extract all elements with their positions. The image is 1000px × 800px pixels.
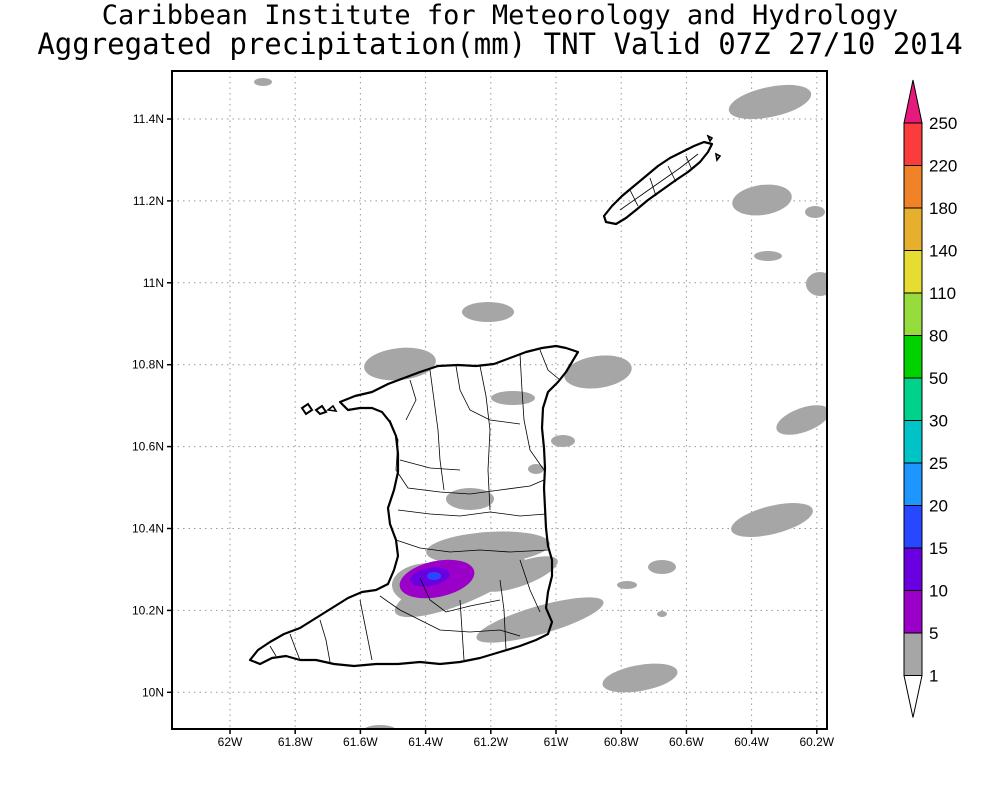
- colorbar-segment: [903, 122, 923, 166]
- colorbar-label: 30: [929, 412, 948, 431]
- latitude-tick-label: 11.4N: [133, 112, 164, 126]
- colorbar-segment: [903, 462, 923, 506]
- admin-boundaries: [269, 153, 699, 663]
- map-gridlines: [172, 71, 827, 729]
- colorbar-segment: [903, 420, 923, 464]
- colorbar-label: 5: [929, 624, 938, 643]
- latitude-tick-label: 11.2N: [133, 194, 164, 208]
- latitude-tick-label: 10.4N: [132, 522, 164, 536]
- colorbar-top-triangle: [903, 79, 923, 124]
- colorbar-label: 140: [929, 242, 957, 261]
- longitude-tick-label: 61.6W: [343, 735, 378, 749]
- longitude-tick-label: 60.8W: [604, 735, 639, 749]
- colorbar-segment: [903, 292, 923, 336]
- colorbar-segment: [903, 335, 923, 379]
- colorbar-label: 15: [929, 539, 948, 558]
- colorbar-label: 80: [929, 327, 948, 346]
- latitude-tick-label: 10.8N: [132, 358, 164, 372]
- longitude-tick-label: 61.4W: [408, 735, 443, 749]
- colorbar-segment: [903, 377, 923, 421]
- colorbar-segment: [903, 250, 923, 294]
- colorbar-segment: [903, 632, 923, 676]
- colorbar-label: 10: [929, 582, 948, 601]
- tobago-coastline: [602, 140, 714, 226]
- title-line-1: Caribbean Institute for Meteorology and …: [101, 0, 899, 31]
- colorbar-segment: [903, 207, 923, 251]
- longitude-tick-label: 62W: [218, 735, 243, 749]
- latitude-tick-label: 10.6N: [132, 440, 164, 454]
- coastlines: [248, 134, 722, 668]
- latitude-tick-labels: 11.4N 11.2N 11N 10.8N 10.6N 10.4N 10.2N 10N: [132, 112, 172, 699]
- colorbar-segment: [903, 165, 923, 209]
- colorbar-label: 25: [929, 454, 948, 473]
- longitude-tick-label: 60.4W: [734, 735, 769, 749]
- longitude-tick-labels: 62W 61.8W 61.6W 61.4W 61.2W 61W 60.8W 60.6W 60.4…: [218, 729, 835, 749]
- colorbar-segment: [903, 505, 923, 549]
- trinidad-coastline: [248, 344, 580, 668]
- colorbar-label: 1: [929, 667, 938, 686]
- latitude-tick-label: 10.2N: [132, 603, 164, 617]
- title-line-2: Aggregated precipitation(mm) TNT Valid 0…: [37, 27, 963, 61]
- colorbar-label: 50: [929, 369, 948, 388]
- latitude-tick-label: 10N: [142, 685, 164, 699]
- colorbar-label: 180: [929, 199, 957, 218]
- map-frame: [171, 70, 828, 730]
- colorbar-label: 250: [929, 114, 957, 133]
- colorbar-label: 110: [929, 284, 956, 303]
- colorbar-label: 20: [929, 497, 948, 516]
- longitude-tick-label: 60.2W: [799, 735, 834, 749]
- precip-core-15-20mm: [427, 572, 441, 580]
- longitude-tick-label: 60.6W: [669, 735, 704, 749]
- longitude-tick-label: 61.8W: [278, 735, 313, 749]
- longitude-tick-label: 61W: [544, 735, 569, 749]
- colorbar-segment: [903, 547, 923, 591]
- colorbar-label: 220: [929, 157, 957, 176]
- latitude-tick-label: 11N: [143, 276, 164, 290]
- longitude-tick-label: 61.2W: [473, 735, 508, 749]
- colorbar-bottom-triangle: [903, 675, 923, 718]
- colorbar-segment: [903, 590, 923, 634]
